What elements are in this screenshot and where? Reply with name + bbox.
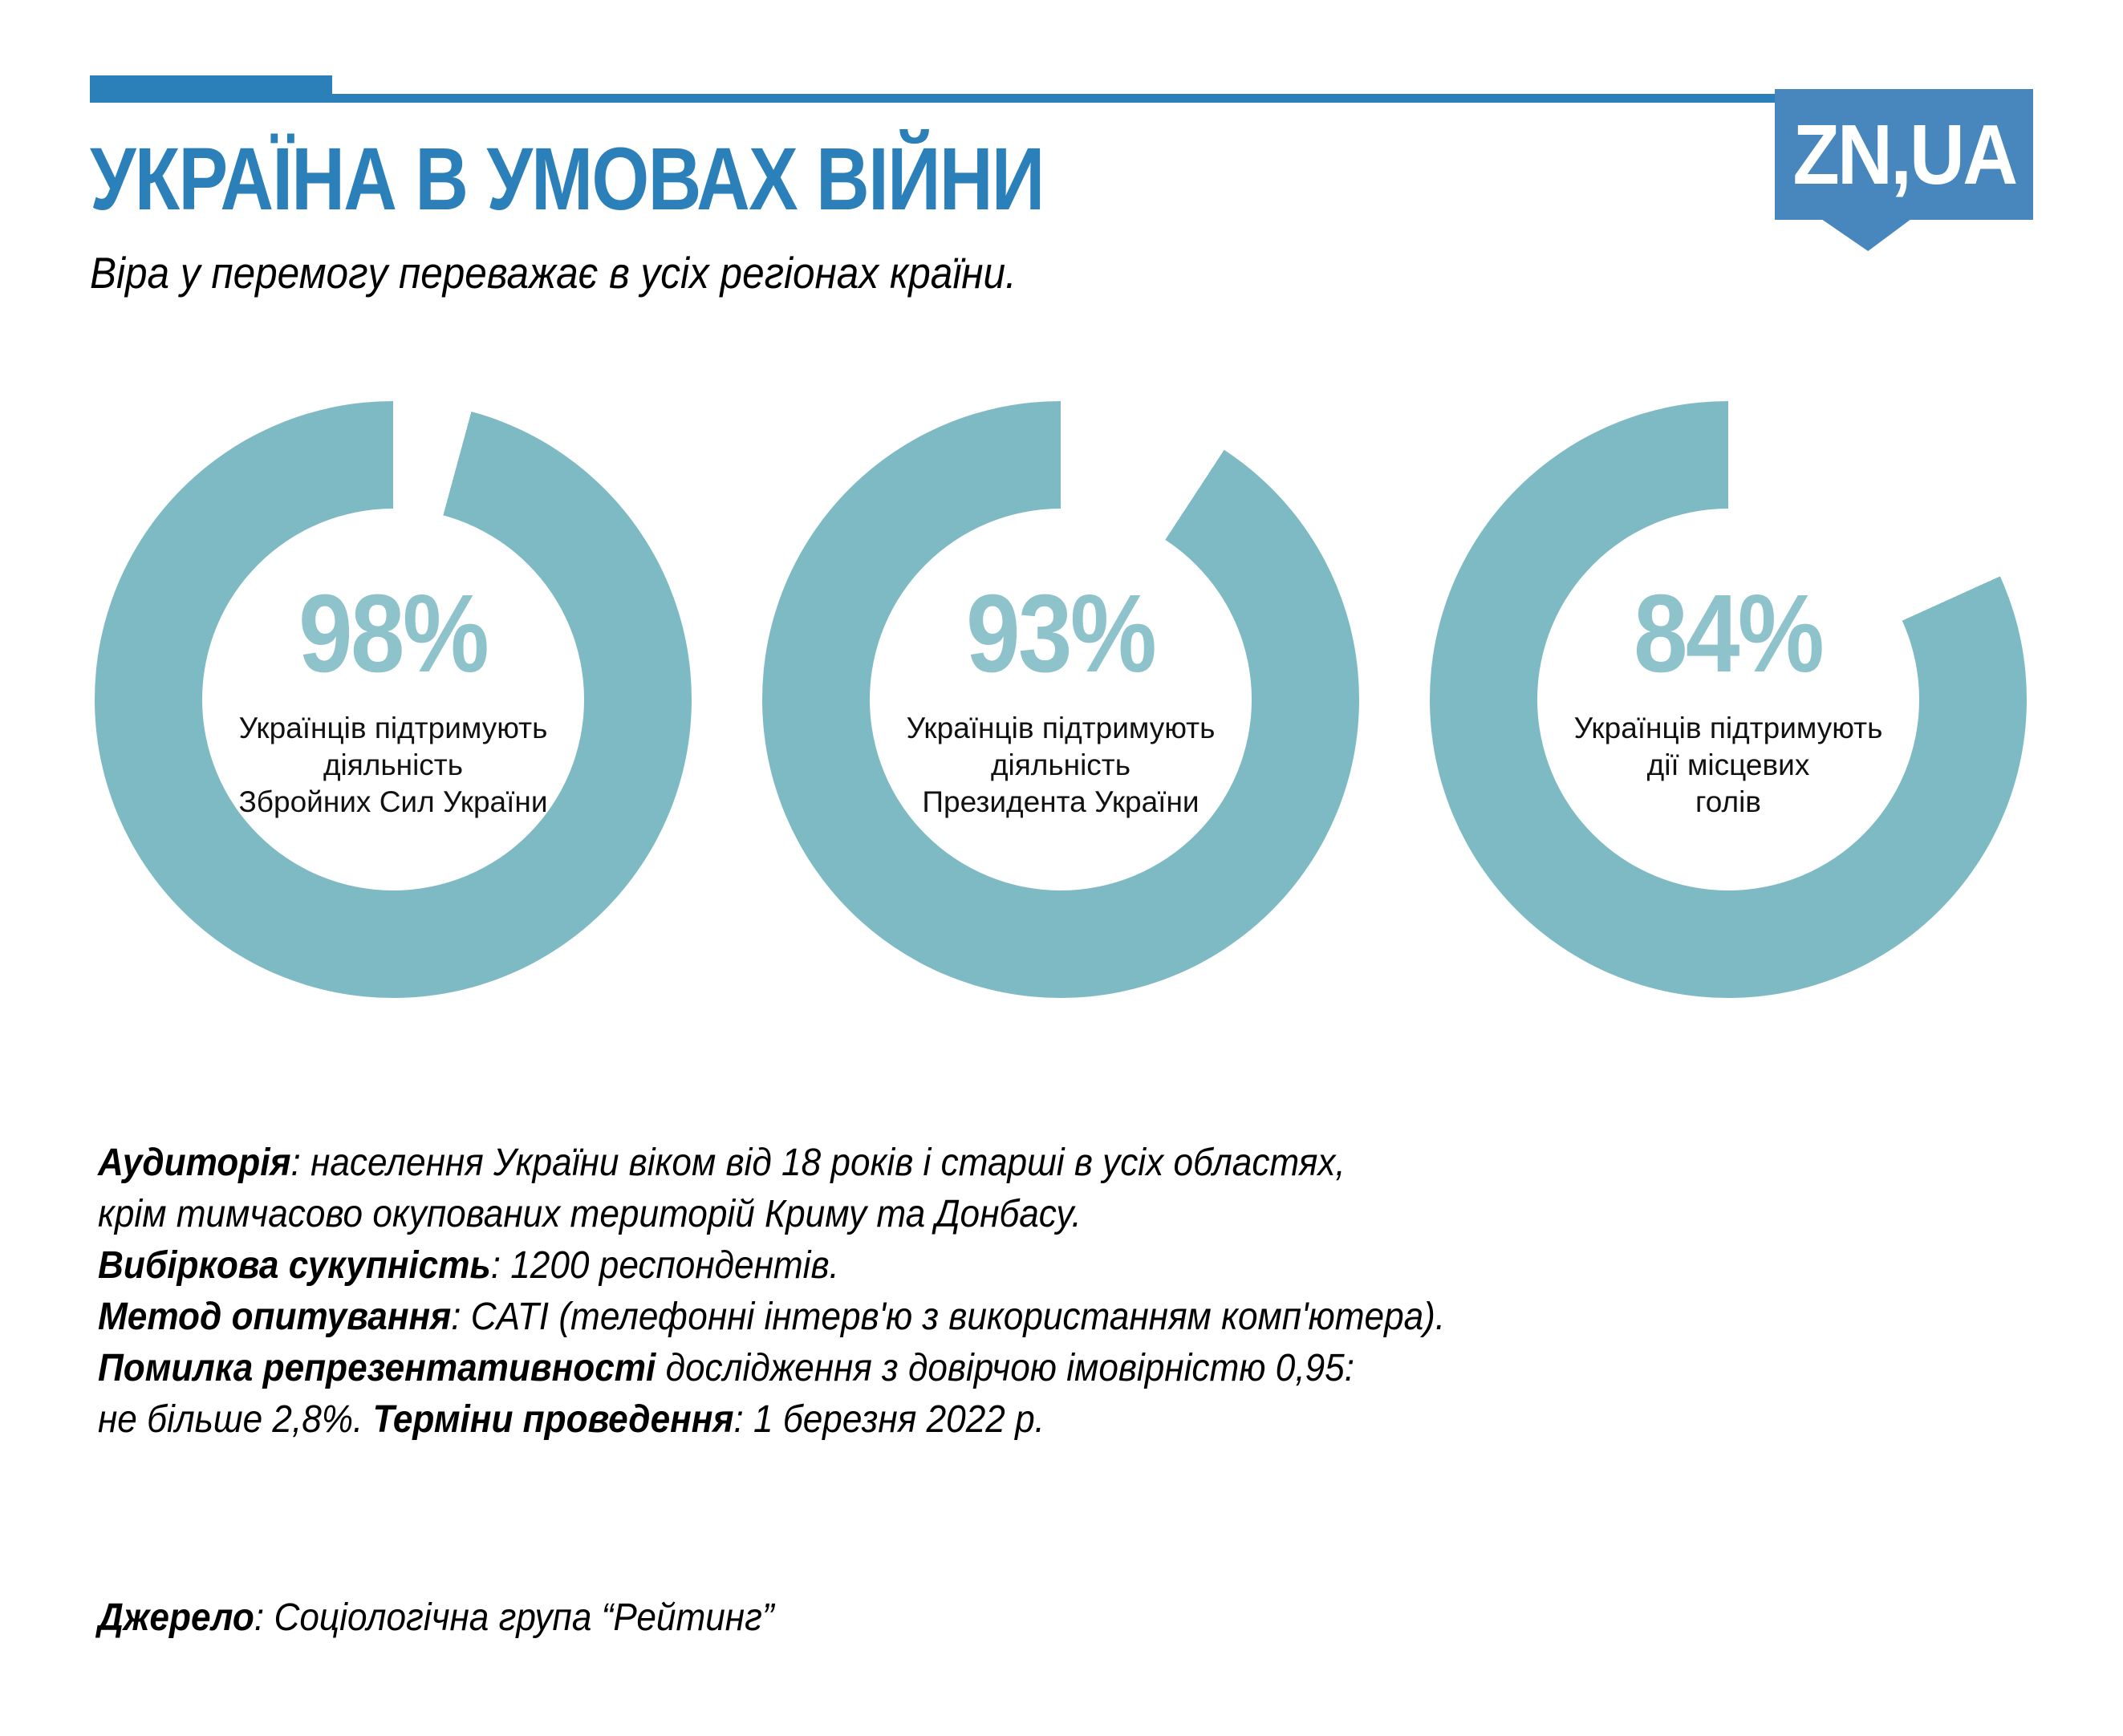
caption-line: діяльність xyxy=(990,748,1131,781)
caption-line: голів xyxy=(1695,785,1761,818)
text-run: дослідження з довірчою імовірністю 0,95: xyxy=(656,1347,1354,1389)
page-title: УКРАЇНА В УМОВАХ ВІЙНИ xyxy=(90,130,1045,229)
caption-line: Українців підтримують xyxy=(238,712,548,744)
methodology-text: Аудиторія: населення України віком від 1… xyxy=(98,1138,1562,1446)
donut-caption: Українців підтримують діяльність Президе… xyxy=(907,710,1216,821)
methodology-line: не більше 2,8%. Терміни проведення: 1 бе… xyxy=(98,1394,1445,1446)
donut-chart-local-mayors: 84% Українців підтримують дії місцевих г… xyxy=(1430,401,2027,998)
text-run: : населення України віком від 18 років і… xyxy=(290,1142,1346,1184)
text-run: : 1 березня 2022 р. xyxy=(733,1398,1045,1441)
header-accent-bar-thin xyxy=(331,94,1776,103)
source-line: Джерело: Соціологічна група “Рейтинг” xyxy=(98,1592,774,1644)
methodology-line: Вибіркова сукупність: 1200 респондентів. xyxy=(98,1240,1445,1292)
methodology-line: Помилка репрезентативності дослідження з… xyxy=(98,1343,1445,1394)
donut-caption: Українців підтримують дії місцевих голів xyxy=(1574,710,1883,821)
donut-hole: 93% Українців підтримують діяльність Пре… xyxy=(870,509,1252,890)
brand-logo-speech-tail xyxy=(1821,219,1911,251)
header-accent-bar-thick xyxy=(90,75,332,103)
donut-value: 93% xyxy=(966,572,1157,696)
bold-term: Вибіркова сукупність xyxy=(98,1244,491,1287)
caption-line: Українців підтримують xyxy=(906,712,1216,744)
caption-line: діяльність xyxy=(323,748,464,781)
brand-logo: ZN,UA xyxy=(1775,89,2033,251)
text-run: крім тимчасово окупованих територій Крим… xyxy=(98,1193,1082,1235)
bold-term: Джерело xyxy=(98,1596,254,1639)
text-run: : Соціологічна група “Рейтинг” xyxy=(254,1596,774,1639)
text-run: : CATI (телефонні інтерв'ю з використанн… xyxy=(451,1296,1446,1338)
text-run: не більше 2,8%. xyxy=(98,1398,373,1441)
donut-value: 84% xyxy=(1634,572,1825,696)
caption-line: Збройних Сил України xyxy=(238,785,548,818)
donut-charts-row: 98% Українців підтримують діяльність Збр… xyxy=(0,401,2123,998)
donut-caption: Українців підтримують діяльність Збройни… xyxy=(238,710,547,821)
text-run: : 1200 респондентів. xyxy=(490,1244,839,1287)
methodology-line: крім тимчасово окупованих територій Крим… xyxy=(98,1189,1445,1240)
caption-line: Президента України xyxy=(922,785,1200,818)
methodology-line: Аудиторія: населення України віком від 1… xyxy=(98,1138,1445,1189)
caption-line: дії місцевих xyxy=(1646,748,1810,781)
donut-hole: 98% Українців підтримують діяльність Збр… xyxy=(202,509,584,890)
brand-logo-text: ZN,UA xyxy=(1792,107,2018,202)
bold-term: Метод опитування xyxy=(98,1296,452,1338)
bold-term: Аудиторія xyxy=(98,1142,291,1184)
caption-line: Українців підтримують xyxy=(1573,712,1883,744)
methodology-line: Метод опитування: CATI (телефонні інтерв… xyxy=(98,1292,1445,1343)
page-subtitle: Віра у перемогу переважає в усіх регіона… xyxy=(90,248,1017,298)
bold-term: Терміни проведення xyxy=(372,1398,734,1441)
donut-chart-armed-forces: 98% Українців підтримують діяльність Збр… xyxy=(95,401,692,998)
bold-term: Помилка репрезентативності xyxy=(98,1347,656,1389)
donut-hole: 84% Українців підтримують дії місцевих г… xyxy=(1537,509,1919,890)
donut-value: 98% xyxy=(298,572,489,696)
donut-chart-president: 93% Українців підтримують діяльність Пре… xyxy=(762,401,1359,998)
